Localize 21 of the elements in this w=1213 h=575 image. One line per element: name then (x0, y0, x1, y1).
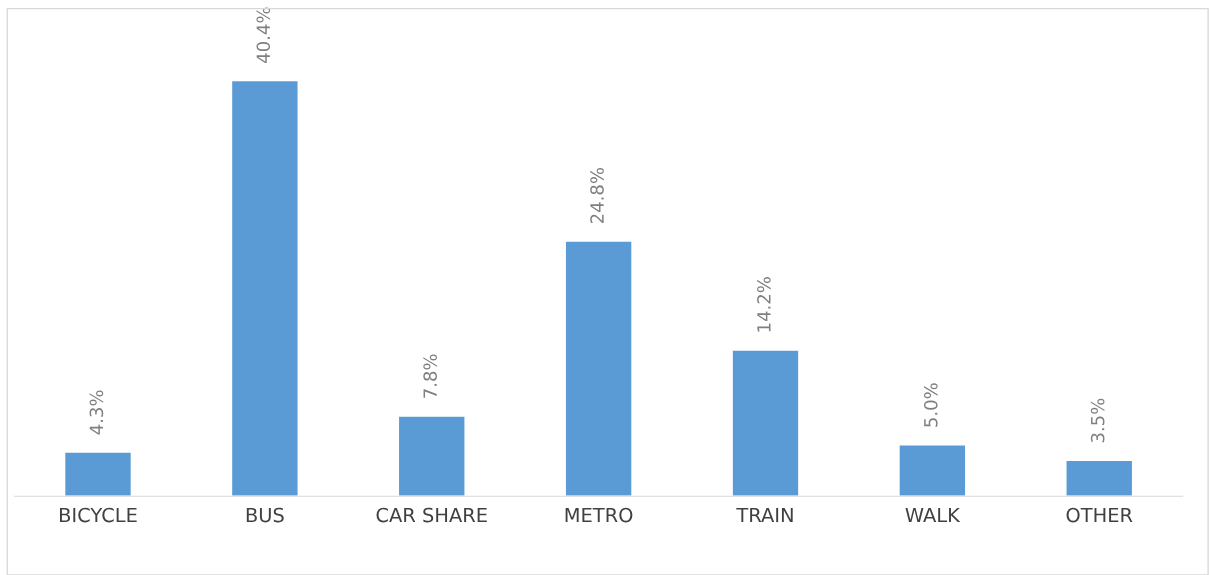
x-tick-label: BICYCLE (59, 507, 137, 523)
data-label: 3.5% (1090, 398, 1105, 443)
bar (397, 415, 466, 497)
x-tick-label: TRAIN (736, 507, 793, 523)
data-label: 40.4% (256, 7, 271, 63)
data-label: 7.8% (423, 354, 437, 398)
bar (898, 444, 967, 497)
x-tick-label: CAR SHARE (376, 507, 487, 523)
bar (63, 451, 133, 497)
bar (1065, 459, 1134, 497)
bar (731, 349, 800, 497)
x-tick-label: WALK (905, 507, 961, 523)
x-tick-label: OTHER (1066, 507, 1133, 523)
data-label: 4.3% (89, 390, 104, 435)
bar (564, 240, 633, 497)
bar (230, 79, 299, 497)
data-label: 14.2% (757, 277, 771, 332)
data-label: 24.8% (590, 167, 604, 224)
x-tick-label: METRO (565, 507, 633, 523)
x-tick-label: BUS (246, 507, 284, 523)
data-label: 5.0% (923, 383, 938, 427)
